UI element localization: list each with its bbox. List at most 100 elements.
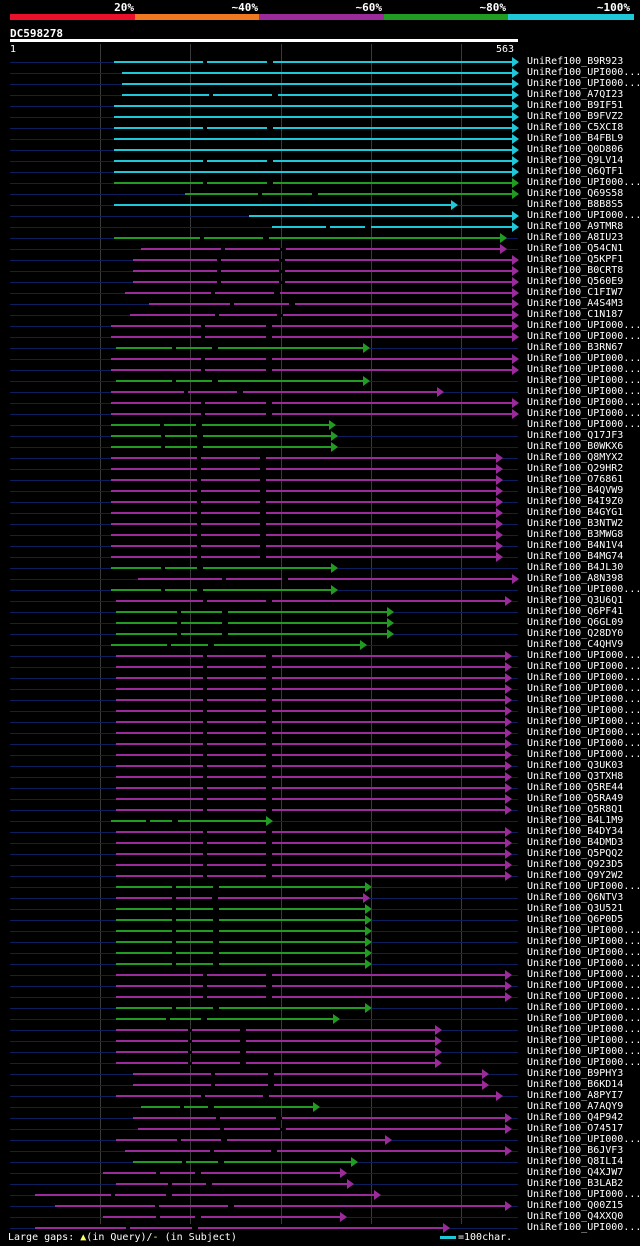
hit-label[interactable]: UniRef100_Q6GL09 [527, 617, 624, 628]
hit-row[interactable]: UniRef100_Q6PF41 [0, 606, 640, 618]
hit-bar[interactable] [116, 941, 367, 943]
hit-bar[interactable] [113, 171, 514, 173]
hit-bar[interactable] [116, 908, 367, 910]
hit-row[interactable]: UniRef100_UPI000... [0, 716, 640, 728]
hit-label[interactable]: UniRef100_UPI000... [527, 749, 640, 760]
hit-bar[interactable] [132, 259, 514, 261]
hit-label[interactable]: UniRef100_B4DY34 [527, 826, 624, 837]
hit-bar[interactable] [111, 556, 498, 558]
hit-row[interactable]: UniRef100_UPI000... [0, 1046, 640, 1058]
hit-row[interactable]: UniRef100_UPI000... [0, 738, 640, 750]
hit-label[interactable]: UniRef100_B4N1V4 [527, 540, 624, 551]
hit-label[interactable]: UniRef100_Q54CN1 [527, 243, 624, 254]
hit-bar[interactable] [116, 809, 507, 811]
hit-bar[interactable] [35, 1227, 445, 1229]
hit-label[interactable]: UniRef100_B9FVZ2 [527, 111, 624, 122]
hit-bar[interactable] [124, 1150, 507, 1152]
hit-row[interactable]: UniRef100_UPI000... [0, 936, 640, 948]
hit-row[interactable]: UniRef100_Q9Y2W2 [0, 870, 640, 882]
hit-label[interactable]: UniRef100_UPI000... [527, 650, 640, 661]
hit-label[interactable]: UniRef100_C5XCI8 [527, 122, 624, 133]
hit-row[interactable]: UniRef100_UPI000... [0, 683, 640, 695]
hit-row[interactable]: UniRef100_Q3U6Q1 [0, 595, 640, 607]
hit-label[interactable]: UniRef100_B3MWG8 [527, 529, 624, 540]
hit-bar[interactable] [55, 1205, 507, 1207]
hit-label[interactable]: UniRef100_UPI000... [527, 969, 640, 980]
hit-bar[interactable] [116, 380, 366, 382]
hit-row[interactable]: UniRef100_UPI000... [0, 969, 640, 981]
hit-bar[interactable] [116, 655, 507, 657]
hit-label[interactable]: UniRef100_B9R923 [527, 56, 624, 67]
hit-label[interactable]: UniRef100_B4MG74 [527, 551, 624, 562]
hit-label[interactable]: UniRef100_UPI000... [527, 1002, 640, 1013]
hit-bar[interactable] [130, 314, 514, 316]
hit-bar[interactable] [111, 413, 514, 415]
hit-row[interactable]: UniRef100_Q69S58 [0, 188, 640, 200]
hit-row[interactable]: UniRef100_A8PYI7 [0, 1090, 640, 1102]
hit-bar[interactable] [113, 127, 514, 129]
hit-row[interactable]: UniRef100_B4MG74 [0, 551, 640, 563]
hit-label[interactable]: UniRef100_A7AQY9 [527, 1101, 624, 1112]
hit-label[interactable]: UniRef100_UPI000... [527, 881, 640, 892]
hit-label[interactable]: UniRef100_Q9Y2W2 [527, 870, 624, 881]
hit-row[interactable]: UniRef100_B3NTW2 [0, 518, 640, 530]
hit-row[interactable]: UniRef100_Q6GL09 [0, 617, 640, 629]
hit-label[interactable]: UniRef100_Q8MYX2 [527, 452, 624, 463]
hit-bar[interactable] [116, 864, 507, 866]
hit-label[interactable]: UniRef100_UPI000... [527, 958, 640, 969]
hit-label[interactable]: UniRef100_UPI000... [527, 980, 640, 991]
hit-row[interactable]: UniRef100_Q54CN1 [0, 243, 640, 255]
hit-bar[interactable] [249, 215, 514, 217]
hit-label[interactable]: UniRef100_UPI000... [527, 1024, 640, 1035]
hit-bar[interactable] [116, 1139, 387, 1141]
hit-row[interactable]: UniRef100_UPI000... [0, 672, 640, 684]
hit-bar[interactable] [111, 402, 514, 404]
hit-row[interactable]: UniRef100_Q17JF3 [0, 430, 640, 442]
hit-bar[interactable] [116, 347, 366, 349]
hit-bar[interactable] [113, 138, 514, 140]
hit-row[interactable]: UniRef100_UPI000... [0, 177, 640, 189]
hit-bar[interactable] [113, 182, 514, 184]
hit-row[interactable]: UniRef100_UPI000... [0, 584, 640, 596]
hit-bar[interactable] [102, 1216, 342, 1218]
hit-label[interactable]: UniRef100_UPI000... [527, 584, 640, 595]
hit-row[interactable]: UniRef100_B3MWG8 [0, 529, 640, 541]
hit-label[interactable]: UniRef100_UPI000... [527, 408, 640, 419]
hit-label[interactable]: UniRef100_Q4XJW7 [527, 1167, 624, 1178]
hit-bar[interactable] [111, 567, 333, 569]
hit-row[interactable]: UniRef100_Q5RE44 [0, 782, 640, 794]
hit-label[interactable]: UniRef100_UPI000... [527, 727, 640, 738]
hit-bar[interactable] [111, 391, 440, 393]
hit-label[interactable]: UniRef100_UPI000... [527, 947, 640, 958]
hit-bar[interactable] [111, 325, 514, 327]
hit-row[interactable]: UniRef100_B0WKX6 [0, 441, 640, 453]
hit-label[interactable]: UniRef100_A9TMR8 [527, 221, 624, 232]
hit-bar[interactable] [116, 1018, 336, 1020]
hit-row[interactable]: UniRef100_UPI000... [0, 375, 640, 387]
hit-bar[interactable] [116, 611, 390, 613]
hit-label[interactable]: UniRef100_Q3U521 [527, 903, 624, 914]
hit-bar[interactable] [140, 1106, 315, 1108]
hit-bar[interactable] [116, 919, 367, 921]
hit-bar[interactable] [111, 644, 363, 646]
hit-row[interactable]: UniRef100_Q5RA49 [0, 793, 640, 805]
hit-label[interactable]: UniRef100_B4FBL9 [527, 133, 624, 144]
hit-label[interactable]: UniRef100_UPI000... [527, 936, 640, 947]
hit-label[interactable]: UniRef100_UPI000... [527, 694, 640, 705]
hit-row[interactable]: UniRef100_Q29HR2 [0, 463, 640, 475]
hit-bar[interactable] [111, 820, 268, 822]
hit-label[interactable]: UniRef100_UPI000... [527, 364, 640, 375]
hit-label[interactable]: UniRef100_B0WKX6 [527, 441, 624, 452]
hit-row[interactable]: UniRef100_B4L1M9 [0, 815, 640, 827]
hit-row[interactable]: UniRef100_B9PHY3 [0, 1068, 640, 1080]
hit-bar[interactable] [116, 886, 367, 888]
hit-bar[interactable] [124, 292, 514, 294]
hit-row[interactable]: UniRef100_C5XCI8 [0, 122, 640, 134]
hit-bar[interactable] [132, 1161, 354, 1163]
hit-label[interactable]: UniRef100_UPI000... [527, 78, 640, 89]
hit-label[interactable]: UniRef100_UPI000... [527, 1057, 640, 1068]
hit-bar[interactable] [113, 116, 514, 118]
hit-row[interactable]: UniRef100_Q8MYX2 [0, 452, 640, 464]
hit-bar[interactable] [116, 743, 507, 745]
hit-bar[interactable] [116, 721, 507, 723]
